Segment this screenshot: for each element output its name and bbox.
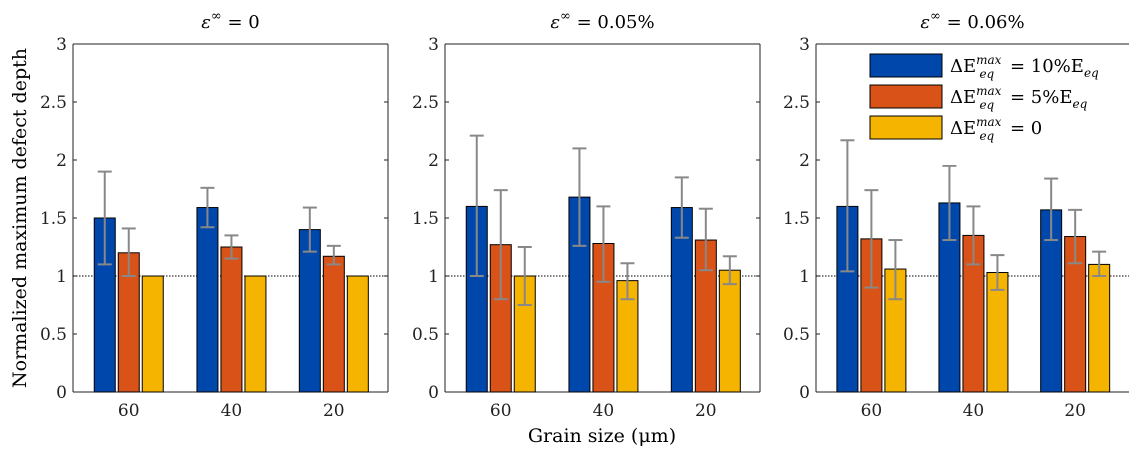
x-tick-label: 20	[323, 401, 345, 421]
y-tick-label: 1.5	[783, 209, 810, 229]
bar-20-series-3	[1088, 263, 1111, 393]
legend-sub: eq	[979, 67, 994, 81]
x-tick-label: 20	[1064, 401, 1086, 421]
y-tick-label: 3	[799, 35, 810, 55]
y-tick-label: 2	[428, 151, 439, 171]
legend-label-2: ΔEmax eq = 5%Eeq	[950, 84, 1088, 112]
x-tick-label: 60	[118, 401, 140, 421]
legend-swatch-3	[869, 115, 943, 140]
y-tick-label: 0	[428, 383, 439, 403]
bar-20-series-3	[346, 275, 369, 393]
y-tick-label: 2.5	[412, 93, 439, 113]
title-value: = 0	[222, 12, 260, 33]
x-tick-label: 60	[861, 401, 883, 421]
y-tick-label: 2	[799, 151, 810, 171]
legend-label-1: ΔEmax eq = 10%Eeq	[950, 53, 1099, 81]
bar-40-series-3	[244, 275, 267, 393]
panel-title: ε∞ = 0.06%	[920, 9, 1024, 33]
legend-rhs: = 10%E	[1004, 56, 1084, 77]
y-tick-label: 2.5	[783, 93, 810, 113]
y-tick-label: 1	[799, 267, 810, 287]
chart-panel-2: 0 0.5 1 1.5 2 2.5 3 60 40 20 ε∞ = 0.05%	[412, 9, 761, 421]
bar-20-series-3	[718, 269, 741, 393]
x-tick-label: 40	[221, 401, 243, 421]
panel-title: ε∞ = 0	[201, 9, 260, 33]
y-axis-label: Normalized maximum defect depth	[9, 48, 31, 388]
y-tick-label: 2.5	[40, 93, 67, 113]
y-tick-label: 0	[56, 383, 67, 403]
y-tick-label: 1.5	[412, 209, 439, 229]
x-tick-label: 40	[593, 401, 615, 421]
bar-60-series-3	[141, 275, 164, 393]
legend-sup: max	[976, 115, 1002, 129]
legend-rhs-sub: eq	[1072, 97, 1087, 111]
y-tick-label: 1	[56, 267, 67, 287]
bar-20-series-1	[298, 229, 321, 393]
title-value: = 0.05%	[571, 12, 655, 33]
bar-20-series-2	[322, 255, 345, 393]
legend-label-3: ΔEmax eq = 0	[950, 115, 1042, 143]
legend-rhs: = 5%E	[1004, 87, 1072, 108]
legend-base: ΔE	[950, 118, 976, 139]
y-tick-label: 2	[56, 151, 67, 171]
title-superscript: ∞	[211, 9, 222, 24]
y-tick-label: 3	[428, 35, 439, 55]
legend-sub: eq	[979, 129, 994, 143]
bar-40-series-2	[220, 246, 243, 393]
x-axis-label: Grain size (μm)	[528, 425, 676, 447]
legend-base: ΔE	[950, 87, 976, 108]
y-tick-label: 3	[56, 35, 67, 55]
legend-sup: max	[976, 84, 1002, 98]
title-value: = 0.06%	[941, 12, 1025, 33]
chart-panel-1: 0 0.5 1 1.5 2 2.5 3 60 40 20 ε∞ = 0	[40, 9, 389, 421]
x-tick-label: 40	[963, 401, 985, 421]
title-symbol: ε	[201, 12, 211, 33]
legend-rhs-sub: eq	[1084, 66, 1099, 80]
title-superscript: ∞	[560, 9, 571, 24]
legend-swatch-2	[869, 84, 943, 109]
y-tick-label: 1.5	[40, 209, 67, 229]
legend-rhs: = 0	[1004, 118, 1042, 139]
legend-base: ΔE	[950, 56, 976, 77]
legend-sup: max	[976, 53, 1002, 67]
title-symbol: ε	[920, 12, 930, 33]
legend-swatch-1	[869, 53, 943, 78]
y-tick-label: 0	[799, 383, 810, 403]
bar-40-series-1	[196, 207, 219, 393]
x-tick-label: 60	[490, 401, 512, 421]
y-tick-label: 0.5	[783, 325, 810, 345]
title-symbol: ε	[550, 12, 560, 33]
y-tick-label: 1	[428, 267, 439, 287]
panel-title: ε∞ = 0.05%	[550, 9, 654, 33]
y-tick-label: 0.5	[412, 325, 439, 345]
legend-sub: eq	[979, 98, 994, 112]
chart-panel-3: 0 0.5 1 1.5 2 2.5 3 60 40 20 ε∞ = 0.06%	[783, 9, 1129, 421]
title-superscript: ∞	[930, 9, 941, 24]
y-tick-label: 0.5	[40, 325, 67, 345]
x-tick-label: 20	[695, 401, 717, 421]
